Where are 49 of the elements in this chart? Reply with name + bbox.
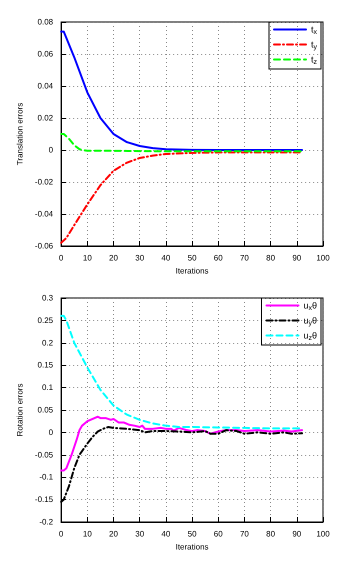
x-tick-label: 10 (82, 254, 92, 262)
y-tick-label: 0 (48, 146, 54, 154)
y-tick-label: 0.3 (42, 294, 54, 302)
x-tick-label: 30 (135, 530, 145, 538)
y-tick-label: 0.06 (38, 50, 54, 58)
x-tick-label: 70 (240, 530, 250, 538)
x-tick-label: 90 (292, 530, 302, 538)
y-tick-label: 0.2 (42, 338, 54, 348)
x-tick-label: 80 (266, 254, 276, 262)
x-tick-label: 100 (316, 254, 330, 262)
y-tick-label: 0.05 (38, 406, 54, 414)
y-tick-label: -0.2 (39, 518, 54, 526)
x-tick-label: 40 (161, 530, 171, 538)
line-series (60, 133, 304, 152)
y-tick-label: -0.05 (34, 450, 54, 460)
x-tick-label: 60 (214, 530, 224, 538)
y-tick-label: -0.02 (34, 178, 54, 186)
y-axis-title: Rotation errors (16, 384, 24, 436)
y-tick-label: -0.04 (34, 210, 54, 218)
x-tick-label: 50 (188, 530, 198, 538)
x-tick-label: 0 (58, 254, 64, 262)
y-tick-label: 0 (48, 428, 54, 437)
x-tick-label: 70 (240, 254, 250, 262)
x-tick-label: 0 (58, 530, 64, 538)
y-tick-label: 0.25 (38, 316, 54, 325)
x-tick-label: 60 (214, 254, 224, 262)
y-tick-label: -0.1 (39, 472, 54, 482)
y-tick-label: 0.08 (38, 18, 54, 26)
x-axis-title: Iterations (176, 542, 209, 552)
x-tick-label: 50 (188, 254, 198, 262)
y-tick-label: 0.04 (38, 82, 54, 90)
x-tick-label: 90 (292, 254, 302, 262)
x-tick-label: 20 (109, 530, 119, 538)
line-series (60, 30, 304, 151)
x-tick-label: 10 (82, 530, 92, 538)
y-tick-label: 0.1 (42, 383, 54, 392)
x-axis-title: Iterations (176, 266, 209, 276)
line-series (60, 151, 304, 244)
x-tick-label: 100 (316, 530, 330, 538)
x-tick-label: 20 (109, 254, 119, 262)
x-tick-label: 40 (161, 254, 171, 262)
y-tick-label: 0.02 (38, 114, 54, 122)
y-tick-label: -0.06 (34, 242, 54, 250)
line-series (60, 416, 304, 472)
x-tick-label: 80 (266, 530, 276, 538)
x-tick-label: 30 (135, 254, 145, 262)
y-axis-title: Translation errors (16, 102, 24, 166)
y-tick-label: 0.15 (38, 360, 54, 370)
y-tick-label: -0.15 (34, 495, 54, 504)
